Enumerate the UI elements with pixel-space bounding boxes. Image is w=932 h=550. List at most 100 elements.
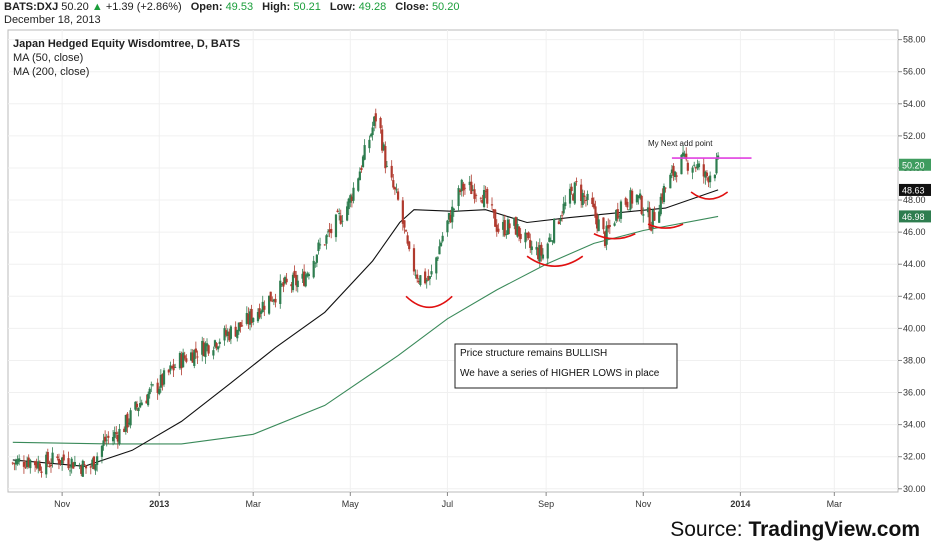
candle-body bbox=[134, 401, 137, 410]
candle-body bbox=[293, 270, 296, 277]
annotation-line-2: We have a series of HIGHER LOWS in place bbox=[460, 368, 660, 379]
candle-body bbox=[514, 217, 517, 235]
y-tick-label: 56.00 bbox=[903, 67, 926, 77]
candle-body bbox=[373, 116, 376, 126]
candle-body bbox=[393, 187, 396, 190]
candle-body bbox=[113, 431, 116, 438]
candle-body bbox=[559, 218, 562, 222]
candle-body bbox=[497, 228, 500, 232]
candle-body bbox=[395, 189, 398, 191]
candle-body bbox=[384, 146, 387, 169]
candle-body bbox=[336, 210, 339, 213]
ma200-price-tag-bg bbox=[899, 210, 931, 223]
candle-body bbox=[584, 200, 588, 201]
candle-body bbox=[451, 206, 454, 223]
candle-body bbox=[33, 461, 37, 466]
candle-body bbox=[274, 298, 277, 303]
candle-body bbox=[118, 428, 121, 445]
candle-body bbox=[318, 244, 322, 246]
candle-body bbox=[180, 354, 183, 369]
candle-body bbox=[301, 273, 304, 279]
candle-body bbox=[158, 388, 161, 395]
candle-body bbox=[40, 471, 43, 473]
candle-body bbox=[70, 458, 73, 468]
candle-body bbox=[250, 309, 253, 324]
candle-body bbox=[670, 169, 674, 174]
source-brand: TradingView.com bbox=[748, 518, 920, 541]
candle-body bbox=[658, 211, 661, 223]
candle-body bbox=[89, 466, 92, 468]
candle-body bbox=[486, 188, 489, 204]
candle-body bbox=[672, 165, 675, 176]
candle-body bbox=[572, 194, 575, 201]
candle-body bbox=[715, 158, 718, 174]
candle-body bbox=[382, 144, 385, 151]
x-tick-label: Jul bbox=[442, 499, 454, 509]
candle-body bbox=[516, 224, 519, 237]
candle-body bbox=[358, 171, 361, 181]
candle-body bbox=[702, 164, 705, 177]
plot-frame bbox=[7, 29, 899, 493]
candle-body bbox=[295, 274, 298, 286]
candle-body bbox=[51, 452, 54, 464]
candle-body bbox=[428, 276, 432, 279]
candle-body bbox=[156, 382, 159, 393]
candle-body bbox=[116, 434, 119, 442]
candle-body bbox=[105, 439, 108, 441]
candle-body bbox=[481, 199, 484, 204]
candle-body bbox=[72, 462, 75, 469]
candle-body bbox=[147, 394, 150, 406]
candle-body bbox=[306, 273, 309, 277]
candle-body bbox=[691, 167, 694, 173]
candle-body bbox=[363, 145, 366, 160]
candle-body bbox=[11, 462, 14, 464]
candle-body bbox=[339, 215, 342, 224]
x-tick-label: May bbox=[342, 499, 360, 509]
candle-body bbox=[325, 235, 328, 244]
ma200-price-tag: 46.98 bbox=[902, 212, 925, 222]
candle-body bbox=[414, 274, 417, 276]
candle-body bbox=[167, 369, 170, 373]
candle-body bbox=[664, 187, 667, 189]
candle-body bbox=[608, 225, 611, 227]
candle-body bbox=[62, 454, 65, 461]
candle-body bbox=[349, 195, 352, 203]
candle-body bbox=[406, 235, 409, 244]
candle-body bbox=[194, 348, 197, 353]
candle-body bbox=[46, 451, 49, 464]
candle-body bbox=[646, 207, 650, 213]
candle-body bbox=[80, 466, 83, 474]
candle-body bbox=[37, 461, 40, 469]
candle-body bbox=[100, 445, 104, 457]
close-value: 50.20 bbox=[431, 1, 460, 13]
candle-body bbox=[530, 246, 533, 251]
candle-body bbox=[102, 440, 105, 446]
candle-body bbox=[503, 220, 506, 236]
ma200-line bbox=[12, 215, 719, 445]
candle-body bbox=[425, 279, 428, 282]
candle-body bbox=[404, 230, 408, 232]
candle-body bbox=[482, 189, 486, 207]
candle-body bbox=[61, 457, 64, 464]
candle-body bbox=[650, 226, 653, 231]
candle-body bbox=[704, 171, 707, 178]
candle-body bbox=[390, 165, 393, 178]
candle-body bbox=[642, 214, 645, 216]
candle-body bbox=[350, 196, 353, 201]
candle-body bbox=[261, 301, 264, 313]
candle-body bbox=[341, 220, 344, 222]
candle-body bbox=[229, 326, 232, 339]
candle-body bbox=[212, 350, 215, 356]
candle-body bbox=[562, 203, 565, 214]
ma50-legend: MA (50, close) bbox=[13, 52, 83, 64]
candle-body bbox=[463, 187, 467, 189]
candle-body bbox=[215, 343, 218, 348]
close-label: Close: bbox=[395, 1, 429, 13]
source-prefix: Source: bbox=[670, 518, 749, 541]
y-tick-label: 32.00 bbox=[903, 452, 926, 462]
candle-body bbox=[59, 460, 62, 464]
candle-body bbox=[207, 345, 210, 354]
candle-body bbox=[597, 219, 600, 232]
candle-body bbox=[438, 246, 441, 255]
